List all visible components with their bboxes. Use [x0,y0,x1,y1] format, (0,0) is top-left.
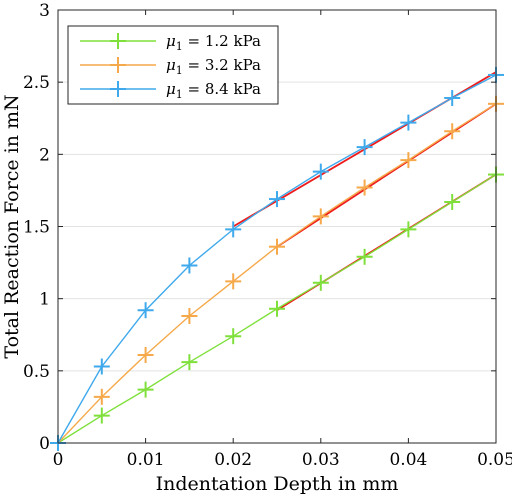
y-tick-label: 0.5 [23,362,50,382]
data-point [269,238,285,255]
axis-ticks: 0 0.5 1 1.5 2 2.5 3 0 0.01 0.02 0.03 0.04 0.05 [23,1,512,470]
data-point [137,346,154,363]
data-point [269,191,285,208]
x-tick-label: 0.05 [477,450,512,470]
x-tick-label: 0.04 [389,450,427,470]
data-point [137,302,154,319]
data-point [312,163,329,180]
series-3 [50,66,504,451]
data-point [400,152,417,169]
legend-swatch-marker [110,33,126,49]
x-tick-label: 0.03 [302,450,340,470]
data-point [93,388,110,405]
data-point [181,307,198,324]
data-point [444,123,461,140]
x-tick-label: 0 [53,450,64,470]
data-point [181,257,198,274]
y-tick-label: 2 [39,145,50,165]
data-point [137,381,154,398]
legend-label: μ1 = 3.2 kPa [166,56,261,77]
data-point [93,358,110,375]
legend-label: μ1 = 8.4 kPa [166,80,261,101]
data-point [93,407,110,424]
x-axis-title: Indentation Depth in mm [156,473,399,495]
legend-swatch-marker [110,57,126,73]
data-point [269,300,285,317]
data-point [225,273,242,290]
series-2 [50,95,504,451]
fit-line-2 [276,103,497,248]
legend-entry-2: μ1 = 3.2 kPa [80,56,261,77]
data-point [444,90,461,107]
data-point [181,354,198,371]
legend-label: μ1 = 1.2 kPa [166,32,261,53]
data-point [400,221,417,238]
legend-entry-1: μ1 = 1.2 kPa [80,32,261,53]
data-series [50,66,504,451]
y-tick-label: 2.5 [23,73,50,93]
y-tick-label: 1.5 [23,218,50,238]
y-axis-title: Total Reaction Force in mN [1,94,23,358]
x-tick-label: 0.01 [127,450,165,470]
data-point [225,221,242,238]
y-tick-label: 0 [39,434,50,454]
y-tick-label: 1 [39,290,50,310]
data-point [356,179,373,196]
x-tick-label: 0.02 [214,450,252,470]
series-line-3 [57,74,497,444]
y-tick-label: 3 [39,1,50,21]
legend: μ1 = 1.2 kPa μ1 = 3.2 kPa μ1 = 8.4 kPa [67,25,279,105]
data-point [356,139,373,156]
legend-entry-3: μ1 = 8.4 kPa [80,80,261,101]
data-point [225,328,242,345]
data-point [312,274,329,291]
data-point [444,193,461,210]
data-point [312,208,329,225]
data-point [356,248,373,265]
legend-swatch-marker [110,81,126,97]
data-point [400,114,417,131]
series-1 [50,166,504,451]
